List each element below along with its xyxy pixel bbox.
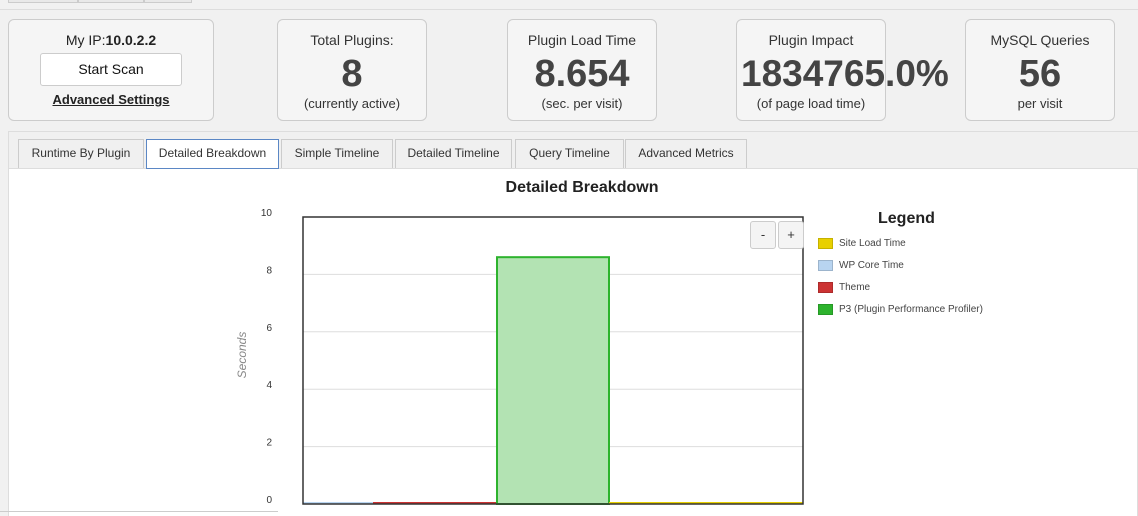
stat-sub: per visit <box>1017 96 1063 111</box>
zoom-out-button[interactable]: - <box>750 221 776 249</box>
chart-title: Detailed Breakdown <box>505 179 659 196</box>
stat-label: Plugin Impact <box>768 32 854 48</box>
legend-swatch <box>818 238 833 249</box>
tab-detailed-timeline[interactable]: Detailed Timeline <box>395 139 512 168</box>
top-tab[interactable] <box>78 0 144 3</box>
stat-value: 8.654 <box>534 53 630 95</box>
legend-item[interactable]: Site Load Time <box>818 238 906 249</box>
ip-address: 10.0.2.2 <box>105 32 157 48</box>
legend-item[interactable]: WP Core Time <box>818 260 904 271</box>
stat-mysql-queries: MySQL Queries 56 per visit <box>965 19 1115 121</box>
top-tab[interactable] <box>8 0 78 3</box>
tab-detailed-breakdown[interactable]: Detailed Breakdown <box>146 139 279 169</box>
legend-item[interactable]: P3 (Plugin Performance Profiler) <box>818 304 983 315</box>
tab-advanced-metrics[interactable]: Advanced Metrics <box>625 139 747 168</box>
stat-total-plugins: Total Plugins: 8 (currently active) <box>277 19 427 121</box>
top-tab[interactable] <box>144 0 192 3</box>
legend-swatch <box>818 260 833 271</box>
stat-label: Plugin Load Time <box>527 32 637 48</box>
stat-label: Total Plugins: <box>310 32 394 48</box>
start-scan-button[interactable]: Start Scan <box>40 53 182 86</box>
advanced-settings-link[interactable]: Advanced Settings <box>52 92 170 107</box>
stat-sub: (currently active) <box>303 96 401 111</box>
legend-label: Site Load Time <box>839 238 906 250</box>
legend-item[interactable]: Theme <box>818 282 870 293</box>
legend-label: P3 (Plugin Performance Profiler) <box>839 304 983 316</box>
stat-label: MySQL Queries <box>990 32 1090 48</box>
stat-sub: (sec. per visit) <box>541 96 623 111</box>
tab-simple-timeline[interactable]: Simple Timeline <box>281 139 393 168</box>
tab-runtime-by-plugin[interactable]: Runtime By Plugin <box>18 139 144 168</box>
legend-title: Legend <box>878 210 935 227</box>
top-strip <box>0 0 1138 10</box>
stat-sub: (of page load time) <box>756 96 866 111</box>
stat-value: 8 <box>341 53 363 95</box>
stat-plugin-load-time: Plugin Load Time 8.654 (sec. per visit) <box>507 19 657 121</box>
ip-label: My IP: <box>65 32 106 48</box>
tab-bar: Runtime By Plugin Detailed Breakdown Sim… <box>9 132 1138 169</box>
ip-box: My IP:10.0.2.2 Start Scan Advanced Setti… <box>8 19 214 121</box>
stat-value: 1834765.0% <box>741 53 949 94</box>
legend-label: Theme <box>839 282 871 294</box>
legend-swatch <box>818 282 833 293</box>
legend-swatch <box>818 304 833 315</box>
bottom-divider <box>0 511 278 516</box>
zoom-in-button[interactable]: + <box>778 221 804 249</box>
stat-plugin-impact: Plugin Impact 1834765.0% (of page load t… <box>736 19 949 121</box>
tab-query-timeline[interactable]: Query Timeline <box>515 139 624 168</box>
ip-line: My IP:10.0.2.2 <box>9 32 213 48</box>
legend-label: WP Core Time <box>839 260 904 272</box>
stat-value: 56 <box>1018 53 1062 95</box>
